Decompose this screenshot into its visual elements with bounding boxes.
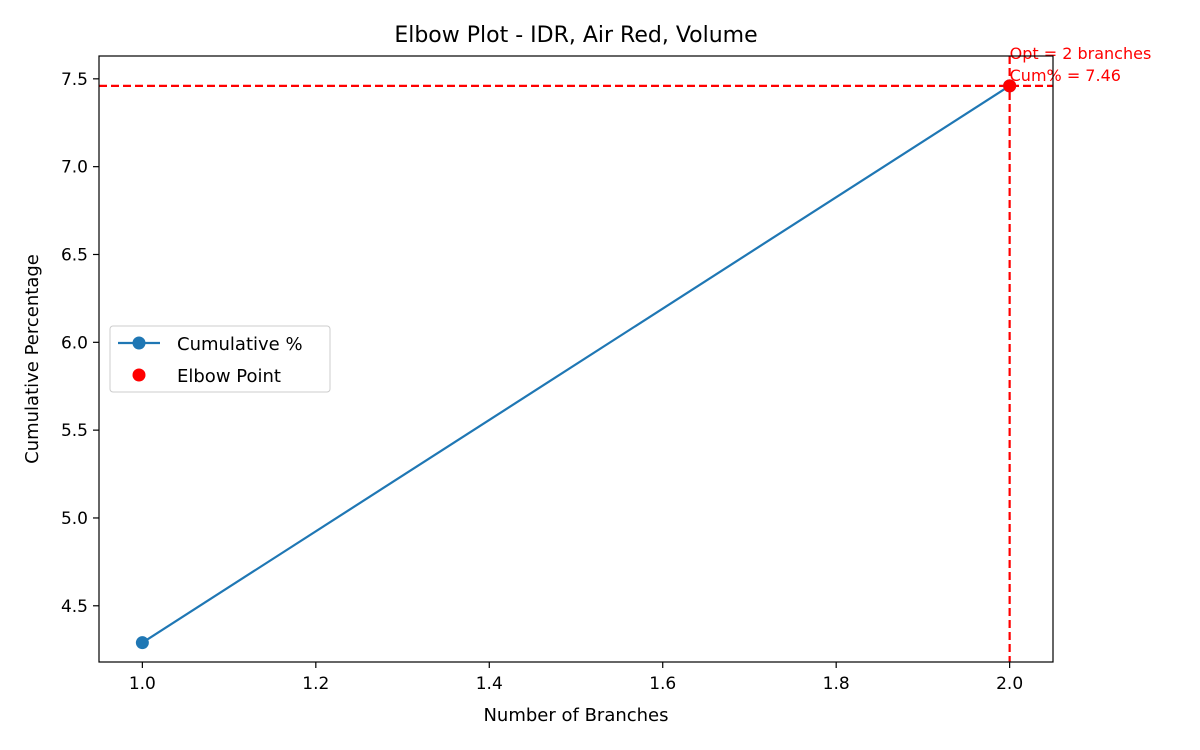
x-tick-label: 2.0 [996,674,1023,694]
x-tick-label: 1.4 [476,674,503,694]
legend-box [109,325,331,393]
elbow-point [1003,79,1017,93]
y-tick-label: 6.5 [61,245,88,265]
legend-marker-cumulative [132,336,146,350]
y-axis: 4.5 5.0 5.5 6.0 6.5 7.0 7.5 [61,70,99,617]
x-tick-label: 1.2 [302,674,329,694]
y-axis-label: Cumulative Percentage [22,254,43,464]
elbow-annotation-line: Opt = 2 branches [1010,44,1152,63]
legend: Cumulative % Elbow Point [109,325,331,393]
x-tick-label: 1.6 [649,674,676,694]
data-point [135,636,149,650]
x-axis-label: Number of Branches [483,705,668,726]
chart-title: Elbow Plot - IDR, Air Red, Volume [394,23,757,48]
legend-label-elbow: Elbow Point [177,366,281,387]
x-tick-label: 1.0 [129,674,156,694]
series-line-cumulative [141,84,1011,644]
x-tick-label: 1.8 [823,674,850,694]
x-axis: 1.0 1.2 1.4 1.6 1.8 2.0 [129,662,1023,694]
y-tick-label: 4.5 [61,597,88,617]
y-tick-label: 6.0 [61,333,88,353]
legend-label-cumulative: Cumulative % [177,334,303,355]
y-tick-label: 5.0 [61,509,88,529]
y-tick-label: 7.0 [61,158,88,178]
y-tick-label: 5.5 [61,421,88,441]
legend-marker-elbow [132,368,146,382]
plot-area: Opt = 2 branches Cum% = 7.46 [99,44,1151,662]
plot-frame [98,55,1054,663]
y-tick-label: 7.5 [61,70,88,90]
elbow-annotation-line: Cum% = 7.46 [1010,66,1121,85]
